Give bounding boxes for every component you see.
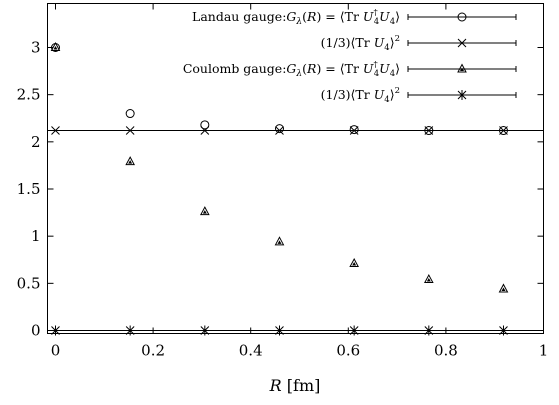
legend-key-cross [407, 38, 517, 48]
x-tick-label: 1 [539, 342, 549, 360]
data-point-star [498, 325, 509, 336]
legend-key-circle [407, 12, 517, 22]
data-point-cross [349, 126, 359, 135]
axis-ticks: 0 0.5 1 1.5 2 2.5 3 0 0.2 0.4 0.6 0.8 1 [17, 3, 549, 360]
data-point-star [423, 325, 434, 336]
x-tick-label: 0.4 [239, 342, 263, 360]
data-point-cross [125, 126, 135, 135]
legend-marker-triangle [457, 63, 467, 73]
data-point-star [199, 325, 210, 336]
legend-entry-landau-trace: (1/3)⟨Tr U4⟩2 [321, 34, 400, 53]
data-point-star [274, 325, 285, 336]
data-point-star [50, 325, 61, 336]
data-point-star [125, 325, 136, 336]
data-point-star [349, 325, 360, 336]
data-point-triangle [423, 273, 434, 284]
data-point-triangle [274, 236, 285, 246]
y-tick-label: 0.5 [17, 274, 41, 292]
data-point-circle [200, 120, 210, 130]
data-point-triangle [349, 257, 359, 268]
data-point-triangle [50, 41, 61, 51]
data-point-circle [349, 125, 359, 135]
x-tick-label: 0 [51, 342, 61, 360]
legend-key-star [407, 90, 517, 100]
data-point-circle [125, 109, 135, 119]
data-point-circle [498, 126, 508, 136]
legend-entry-coulomb-trace: (1/3)⟨Tr U4⟩2 [321, 86, 400, 105]
y-tick-label: 2.5 [17, 86, 41, 104]
y-tick-label: 0 [31, 322, 41, 340]
data-point-cross [499, 126, 508, 135]
legend: Landau gauge:Gλ(R) = ⟨Tr U† 4U4⟩ (1/3)⟨Tr… [183, 8, 517, 105]
plot-frame [47, 3, 544, 334]
data-marks [50, 41, 509, 336]
data-point-cross [200, 126, 210, 135]
reference-lines [47, 130, 544, 331]
data-point-circle [424, 126, 434, 136]
legend-marker-star [457, 90, 467, 100]
x-tick-label: 0.6 [336, 342, 360, 360]
x-tick-label: 0.2 [141, 342, 165, 360]
legend-marker-cross [457, 38, 467, 48]
data-point-circle [274, 124, 284, 134]
x-axis-title: R [fm] [269, 376, 321, 395]
legend-entry-coulomb: Coulomb gauge:Gλ(R) = ⟨Tr U† 4U4⟩ [183, 60, 400, 79]
x-tick-label: 0.8 [434, 342, 458, 360]
data-point-cross [275, 126, 284, 135]
data-point-triangle [125, 156, 135, 166]
y-tick-label: 1.5 [17, 180, 41, 198]
legend-keys [407, 12, 517, 100]
plot-frame-group [47, 3, 544, 334]
data-point-triangle [498, 283, 509, 293]
legend-entry-landau: Landau gauge:Gλ(R) = ⟨Tr U† 4U4⟩ [192, 8, 400, 27]
legend-key-triangle [407, 63, 517, 73]
y-tick-label: 2 [31, 133, 41, 151]
legend-marker-circle [457, 12, 467, 22]
y-tick-label: 1 [31, 227, 41, 245]
y-tick-label: 3 [31, 39, 41, 57]
data-point-cross [424, 126, 434, 135]
data-point-cross [51, 126, 60, 135]
data-point-triangle [199, 206, 210, 216]
